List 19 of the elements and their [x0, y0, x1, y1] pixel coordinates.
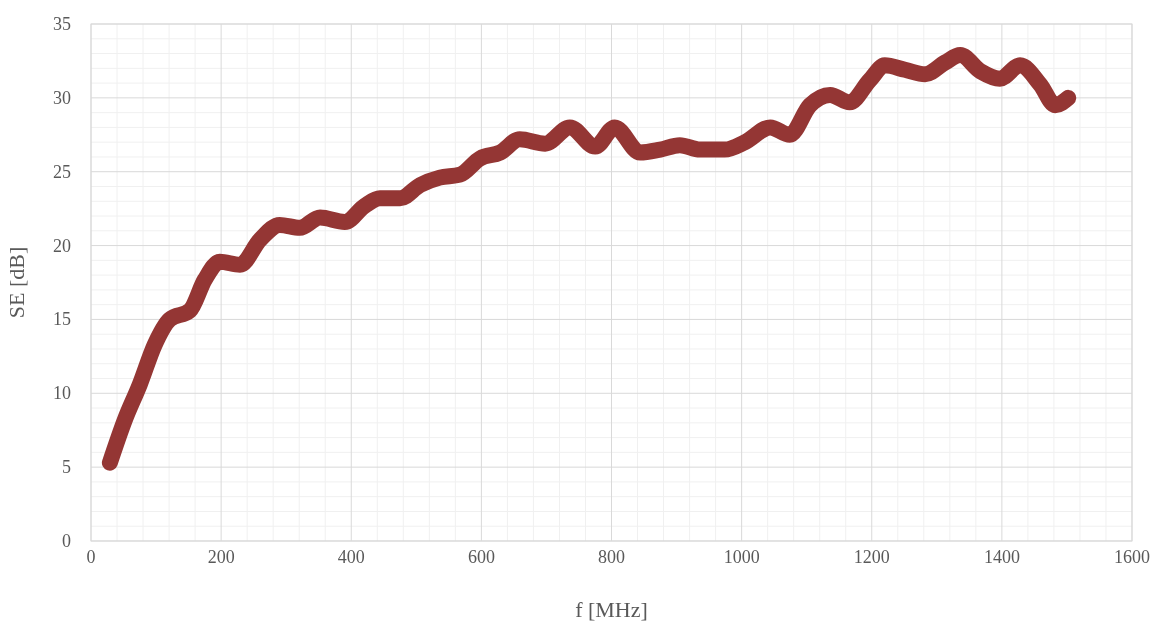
x-tick-label: 0 [86, 547, 96, 567]
x-tick-label: 800 [598, 547, 625, 567]
x-tick-label: 1400 [983, 547, 1020, 567]
y-tick-label: 15 [53, 309, 71, 330]
x-tick-label: 200 [207, 547, 235, 567]
x-axis-title: f [MHz] [575, 597, 648, 622]
y-tick-label: 5 [62, 457, 71, 478]
x-tick-label: 1000 [723, 547, 760, 567]
y-tick-label: 25 [53, 161, 71, 182]
y-tick-label: 35 [53, 14, 71, 34]
y-axis-title: SE [dB] [4, 246, 29, 319]
y-tick-label: 10 [53, 383, 71, 404]
x-tick-label: 1600 [1114, 547, 1150, 567]
y-tick-label: 30 [53, 87, 71, 108]
x-tick-label: 1200 [853, 547, 890, 567]
y-tick-label: 20 [53, 235, 71, 256]
x-tick-label: 400 [337, 547, 365, 567]
x-tick-label: 600 [467, 547, 495, 567]
y-tick-label: 0 [62, 531, 71, 551]
